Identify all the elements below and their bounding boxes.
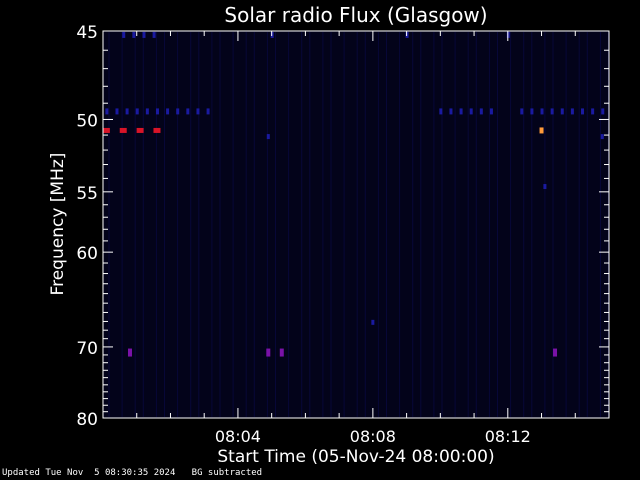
x-tick-label: 08:12	[485, 427, 531, 446]
band-marker	[105, 108, 109, 115]
band-marker	[459, 108, 463, 115]
footer: Updated Tue Nov 5 08:30:35 2024 BG subtr…	[2, 468, 262, 478]
band-marker	[145, 108, 149, 115]
band-marker	[479, 108, 483, 115]
band-marker	[489, 108, 493, 115]
x-axis-label: Start Time (05-Nov-24 08:00:00)	[217, 447, 494, 467]
band-marker	[560, 108, 564, 115]
band-marker	[591, 108, 595, 115]
plot-background	[103, 31, 609, 418]
emission-spot	[553, 348, 558, 357]
emission-spot	[127, 348, 132, 357]
band-marker	[132, 31, 136, 38]
band-marker	[206, 108, 210, 115]
band-marker	[540, 108, 544, 115]
band-marker	[196, 108, 200, 115]
band-marker	[176, 108, 180, 115]
plot-area	[102, 31, 609, 418]
axis-ticks: 45 50 55 60 70 80 08:04 08:08 08:12	[76, 23, 609, 446]
band-marker	[581, 108, 585, 115]
y-tick-label: 55	[76, 184, 98, 204]
chart-title: Solar radio Flux (Glasgow)	[224, 3, 487, 27]
band-marker	[530, 108, 534, 115]
emission-spot	[600, 134, 604, 140]
emission-spot	[136, 127, 144, 133]
emission-spot	[266, 348, 271, 357]
plot-frame	[102, 30, 610, 419]
bg-note: BG subtracted	[191, 468, 263, 478]
band-marker	[570, 108, 574, 115]
band-marker	[469, 108, 473, 115]
y-tick-label: 45	[76, 23, 98, 43]
updated-timestamp: Updated Tue Nov 5 08:30:35 2024	[2, 468, 176, 478]
band-marker	[550, 108, 554, 115]
emission-spot	[371, 319, 375, 325]
band-marker	[142, 31, 146, 38]
band-marker	[449, 108, 453, 115]
emission-spot	[119, 127, 127, 133]
emission-spot	[153, 127, 161, 133]
band-marker	[520, 108, 524, 115]
band-marker	[186, 108, 190, 115]
emission-spot	[543, 184, 547, 190]
band-marker	[439, 108, 443, 115]
band-marker	[601, 108, 605, 115]
emission-spot	[539, 127, 544, 134]
band-marker	[152, 31, 156, 38]
band-marker	[125, 108, 129, 115]
emission-spot	[279, 348, 284, 357]
y-tick-label: 60	[76, 244, 98, 264]
band-marker	[122, 31, 126, 38]
x-tick-label: 08:08	[350, 427, 396, 446]
band-marker	[166, 108, 170, 115]
y-tick-label: 50	[76, 111, 98, 131]
y-axis-label: Frequency [MHz]	[48, 153, 68, 296]
y-tick-label: 80	[76, 410, 98, 430]
band-marker	[155, 108, 159, 115]
band-marker	[135, 108, 139, 115]
band-marker	[115, 108, 119, 115]
emission-spot	[102, 127, 110, 133]
y-tick-label: 70	[76, 339, 98, 359]
x-tick-label: 08:04	[215, 427, 261, 446]
emission-spot	[266, 134, 270, 140]
